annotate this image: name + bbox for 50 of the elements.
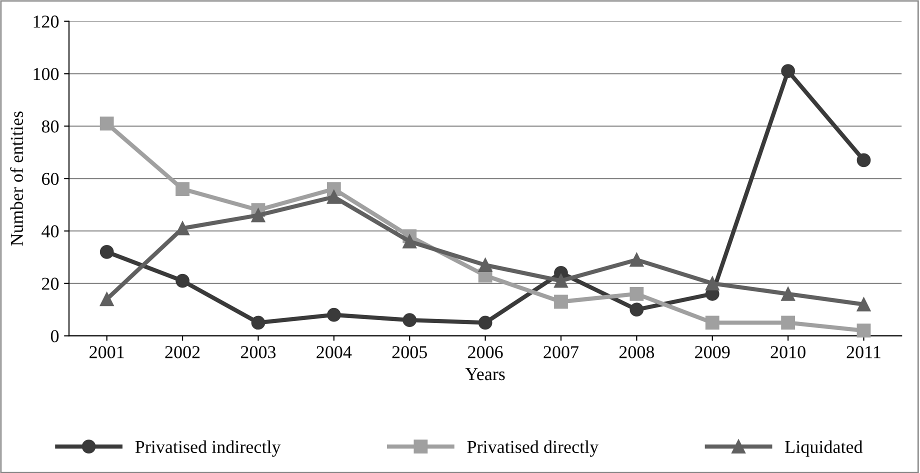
x-tick-label: 2011 bbox=[846, 346, 880, 358]
point bbox=[478, 258, 492, 272]
point bbox=[251, 316, 266, 330]
point bbox=[478, 316, 492, 330]
x-tick-label: 2010 bbox=[770, 346, 806, 358]
y-tick-label: 120 bbox=[34, 16, 59, 28]
x-tick-label: 2009 bbox=[695, 346, 730, 358]
point bbox=[554, 274, 568, 288]
point bbox=[554, 294, 568, 309]
y-tick-label: 20 bbox=[42, 278, 59, 290]
point bbox=[630, 252, 644, 267]
x-tick-label: 2002 bbox=[165, 346, 200, 358]
point bbox=[251, 208, 266, 222]
y-tick-label: 100 bbox=[34, 68, 59, 80]
point bbox=[176, 221, 190, 236]
y-tick-label: 60 bbox=[42, 172, 59, 185]
x-tick-label: 2006 bbox=[468, 346, 503, 358]
point bbox=[326, 190, 341, 204]
point bbox=[856, 324, 871, 338]
x-axis-title: Years bbox=[465, 368, 505, 380]
y-tick-label: 80 bbox=[42, 120, 59, 133]
legend-label: Privatised indirectly bbox=[135, 440, 281, 457]
point bbox=[705, 276, 720, 290]
point bbox=[781, 286, 796, 301]
point bbox=[176, 182, 190, 196]
point bbox=[100, 245, 114, 259]
x-tick-label: 2003 bbox=[240, 346, 276, 358]
legend-label: Liquidated bbox=[785, 440, 863, 457]
x-tick-label: 2001 bbox=[90, 346, 124, 358]
point bbox=[100, 292, 114, 306]
x-tick-label: 2005 bbox=[392, 346, 427, 358]
x-tick-label: 2008 bbox=[619, 346, 654, 358]
point bbox=[402, 313, 417, 328]
y-tick-label: 40 bbox=[42, 225, 59, 238]
y-axis-title: Number of entities bbox=[10, 112, 23, 246]
point bbox=[856, 297, 871, 312]
y-tick-label: 0 bbox=[50, 330, 59, 342]
point bbox=[402, 234, 417, 248]
point bbox=[705, 316, 720, 330]
point bbox=[326, 308, 341, 322]
point bbox=[100, 116, 114, 130]
point bbox=[630, 302, 644, 317]
legend-label: Privatised directly bbox=[467, 440, 599, 457]
point bbox=[781, 64, 796, 78]
x-tick-label: 2007 bbox=[544, 346, 579, 358]
point bbox=[176, 274, 190, 288]
point bbox=[781, 316, 796, 330]
point bbox=[856, 153, 871, 168]
point bbox=[630, 286, 644, 301]
x-tick-label: 2004 bbox=[316, 346, 352, 358]
